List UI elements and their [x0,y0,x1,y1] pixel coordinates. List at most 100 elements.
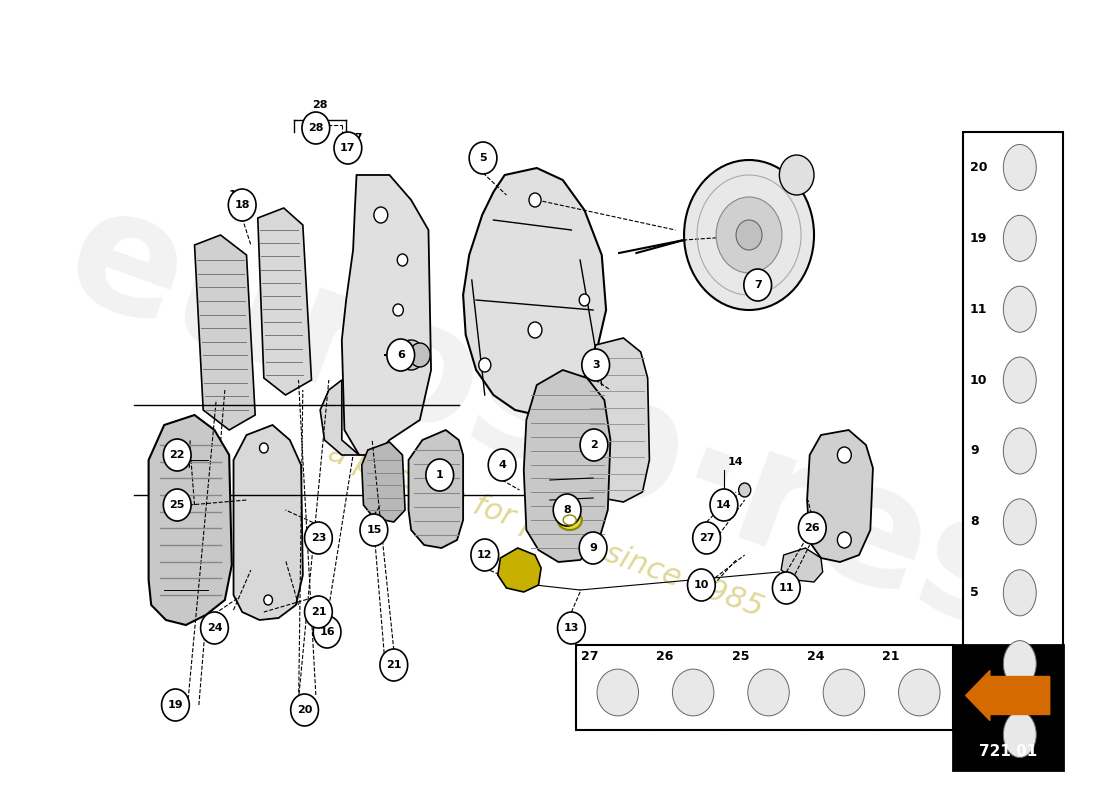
Text: 5: 5 [480,153,487,163]
Circle shape [200,612,229,644]
Circle shape [799,512,826,544]
Ellipse shape [1003,711,1036,758]
Circle shape [528,322,542,338]
Text: 26: 26 [657,650,673,663]
Text: 3: 3 [592,360,600,370]
Text: eurosp·res: eurosp·res [46,172,1045,668]
Ellipse shape [672,669,714,716]
Circle shape [837,532,851,548]
Text: 19: 19 [167,700,184,710]
Ellipse shape [597,669,638,716]
Text: 24: 24 [207,623,222,633]
Circle shape [162,689,189,721]
Ellipse shape [1003,570,1036,616]
Text: 2: 2 [590,440,597,450]
Circle shape [580,532,607,564]
Text: 14: 14 [727,457,742,467]
Circle shape [780,155,814,195]
Circle shape [379,649,408,681]
Circle shape [302,112,330,144]
Polygon shape [342,175,431,455]
Circle shape [397,254,408,266]
Text: 27: 27 [698,533,714,543]
Text: 1: 1 [436,470,443,480]
Bar [962,132,1063,770]
Bar [575,645,953,730]
Circle shape [580,429,608,461]
Ellipse shape [1003,145,1036,190]
Polygon shape [233,425,302,620]
Polygon shape [498,548,541,592]
Circle shape [553,494,581,526]
Text: 9: 9 [590,543,597,553]
Circle shape [360,514,387,546]
Text: 24: 24 [807,650,825,663]
Ellipse shape [899,669,940,716]
Circle shape [260,443,268,453]
Text: 13: 13 [563,623,579,633]
Polygon shape [257,208,311,395]
Circle shape [772,572,800,604]
Circle shape [393,304,404,316]
Text: 10: 10 [694,580,710,590]
Circle shape [582,349,609,381]
Ellipse shape [1003,215,1036,262]
Text: 10: 10 [970,374,988,386]
Circle shape [290,694,318,726]
Circle shape [229,189,256,221]
Text: 18: 18 [234,200,250,210]
Circle shape [264,595,273,605]
Text: 22: 22 [169,450,185,460]
Text: 17: 17 [340,143,355,153]
Circle shape [478,358,491,372]
Text: 25: 25 [732,650,749,663]
Text: 21: 21 [386,660,402,670]
FancyArrow shape [966,670,1049,721]
Circle shape [305,596,332,628]
Ellipse shape [1003,286,1036,332]
Ellipse shape [823,669,865,716]
Polygon shape [807,430,873,562]
Text: 12: 12 [477,550,493,560]
Circle shape [688,569,715,601]
Polygon shape [362,442,405,522]
Text: 8: 8 [563,505,571,515]
Text: 8: 8 [970,515,979,528]
Text: 15: 15 [366,525,382,535]
Circle shape [305,522,332,554]
Text: 9: 9 [970,445,979,458]
Circle shape [744,269,771,301]
Polygon shape [781,548,823,582]
Circle shape [387,339,415,371]
Text: 4: 4 [970,657,979,670]
Polygon shape [148,415,232,625]
Text: 17: 17 [348,133,363,143]
Ellipse shape [748,669,790,716]
Circle shape [684,160,814,310]
Text: 28: 28 [312,100,328,110]
Text: 21: 21 [882,650,900,663]
Text: 20: 20 [970,161,988,174]
Text: 27: 27 [581,650,598,663]
Bar [953,645,1063,770]
Circle shape [736,220,762,250]
Ellipse shape [1003,641,1036,686]
Text: 25: 25 [169,500,185,510]
Text: 3: 3 [970,728,979,741]
Circle shape [837,447,851,463]
Polygon shape [463,168,606,415]
Text: 721 01: 721 01 [979,745,1037,759]
Text: 6: 6 [397,350,405,360]
Circle shape [693,522,720,554]
Polygon shape [584,338,649,502]
Circle shape [488,449,516,481]
Polygon shape [524,370,611,562]
Text: a passion for parts since 1985: a passion for parts since 1985 [323,438,767,622]
Ellipse shape [1003,428,1036,474]
Circle shape [470,142,497,174]
Ellipse shape [1003,357,1036,403]
Text: 7: 7 [754,280,761,290]
Text: 4: 4 [498,460,506,470]
Text: 26: 26 [804,523,821,533]
Circle shape [471,539,498,571]
